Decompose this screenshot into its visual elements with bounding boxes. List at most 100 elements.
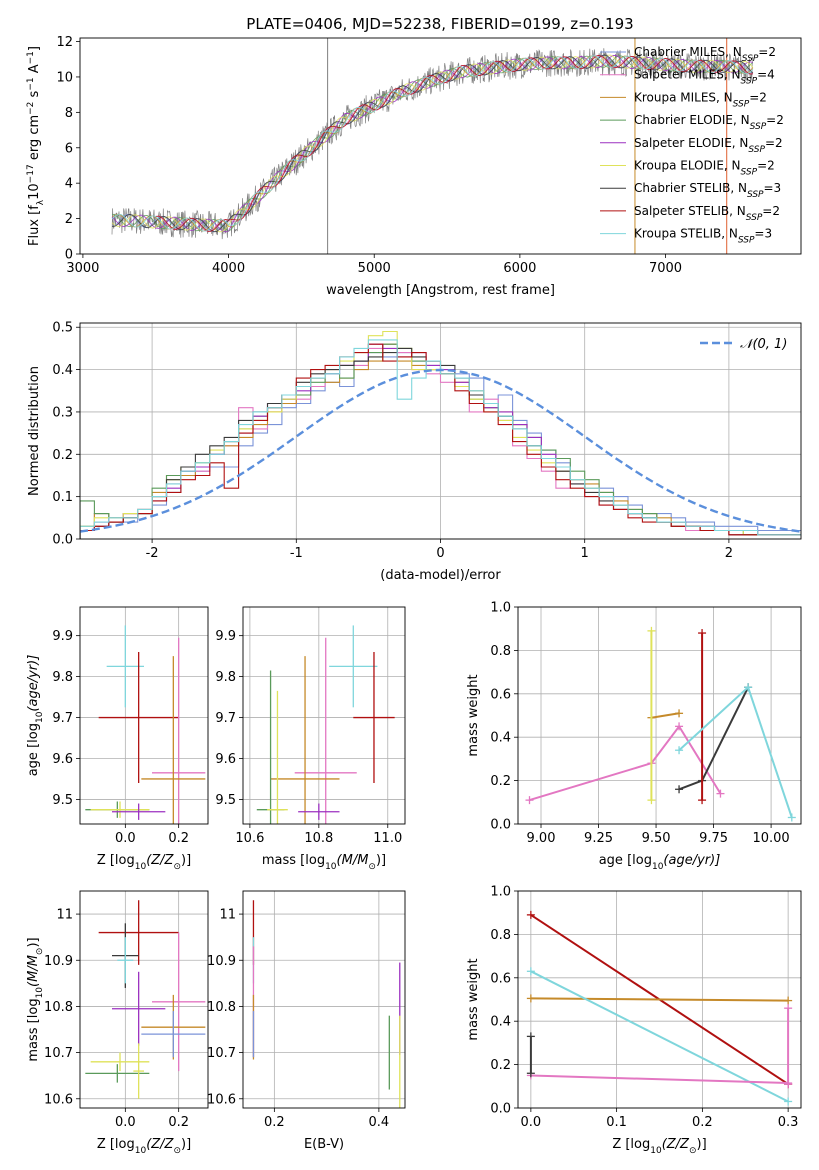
x-tick-label: 4000: [212, 261, 245, 276]
residual-legend: 𝒩(0, 1): [700, 337, 787, 352]
y-tick-label: 0.4: [52, 363, 73, 378]
x-axis-label: age [log10(age/yr)]: [599, 853, 721, 872]
x-axis-label-part: 10: [652, 862, 664, 872]
y-axis-label-part: (age/yr)]: [26, 655, 41, 712]
x-axis-label: Z [log10(Z/Z⊙)]: [97, 853, 191, 872]
x-axis-label: wavelength [Angstrom, rest frame]: [326, 283, 555, 298]
mass-vs-EBV-plot-area: [252, 900, 401, 1108]
y-axis-label-part: 10: [27, 183, 42, 200]
y-tick-label: 9.8: [215, 670, 236, 685]
y-axis-label-part: −1: [26, 77, 36, 90]
x-axis-label-part: mass [log: [262, 853, 325, 868]
x-tick-label: 10.00: [752, 831, 789, 846]
x-axis-label-part: 10: [135, 1146, 147, 1156]
axes-age-vs-Z: 0.0 0.29.59.69.79.89.9Z [log10(Z/Z⊙)]age …: [26, 606, 209, 872]
legend-label: Salpeter ELODIE, NSSP=2: [634, 136, 783, 155]
y-tick-label: 9.7: [52, 711, 73, 726]
y-axis-label-part: age [log: [26, 723, 41, 776]
x-tick-label: 2: [725, 546, 733, 561]
legend-label-part: Kroupa MILES, N: [634, 90, 733, 104]
legend-label: Chabrier STELIB, NSSP=3: [634, 181, 781, 200]
x-axis-label-part: (Z/Z: [146, 1137, 174, 1152]
y-axis-label-part: erg cm: [27, 115, 42, 164]
y-axis-label-part: s: [27, 90, 42, 101]
y-axis-label: Normed distribution: [27, 366, 42, 496]
legend-label: Salpeter MILES, NSSP=4: [634, 68, 775, 87]
x-tick-label: -2: [146, 546, 159, 561]
x-tick-label: 0.3: [778, 1115, 799, 1130]
x-tick-label: 0.2: [692, 1115, 713, 1130]
y-tick-label: 10: [56, 70, 73, 85]
x-axis-label-part: )]: [181, 853, 191, 868]
axes-frame: [517, 606, 802, 825]
x-tick-label: 9.75: [699, 831, 728, 846]
y-tick-label: 10.8: [207, 1000, 236, 1015]
y-tick-label: 0.4: [490, 1015, 511, 1030]
legend-label-part: Chabrier STELIB, N: [634, 181, 747, 195]
axes-frame: [517, 890, 802, 1109]
axes-mass-vs-EBV: 0.2 0.4 10.6 10.7 10.8 10.9 11 E(B-V): [207, 890, 406, 1152]
y-tick-label: 0.0: [52, 533, 73, 548]
weight-line: [529, 724, 722, 802]
y-axis-label-part: A: [27, 64, 42, 77]
y-tick-label: 1.0: [490, 885, 511, 900]
axes-frame: [79, 606, 209, 825]
x-tick-label: 7000: [649, 261, 682, 276]
y-axis-label: age [log10(age/yr)]: [26, 655, 45, 777]
axes-frame: [242, 890, 406, 1109]
model-spectrum-line: [111, 54, 754, 233]
weight-line: [651, 712, 680, 719]
age-vs-Z-plot-area: [85, 625, 206, 824]
x-axis-label-part: Z [log: [97, 853, 135, 868]
mass-vs-Z-plot-area: [85, 900, 206, 1099]
y-tick-label: 4: [65, 177, 73, 192]
x-axis-label-part: )]: [376, 853, 386, 868]
y-tick-label: 9.6: [215, 752, 236, 767]
model-spectrum-line: [111, 54, 754, 233]
x-tick-label: 0.1: [606, 1115, 627, 1130]
x-axis-label-part: ⊙: [173, 1146, 181, 1156]
y-axis-label-part: 10: [35, 711, 45, 723]
y-tick-label: 10.6: [207, 1092, 236, 1107]
legend-label-part: Chabrier MILES, N: [634, 45, 742, 59]
spectrum-plot-area: [111, 38, 754, 254]
y-tick-label: 0.2: [52, 448, 73, 463]
x-axis-label-part: ⊙: [689, 1146, 697, 1156]
y-tick-label: 6: [65, 141, 73, 156]
y-tick-label: 12: [56, 35, 73, 50]
y-tick-label: 10.7: [207, 1046, 236, 1061]
y-axis-label-part: mass weight: [466, 674, 481, 756]
x-axis-label: mass [log10(M/M⊙)]: [262, 853, 386, 872]
y-axis-label-part: mass weight: [466, 958, 481, 1040]
histogram-step: [80, 343, 801, 539]
legend-label-part: Kroupa ELODIE, N: [634, 159, 741, 173]
x-axis-label-part: 10: [650, 1146, 662, 1156]
x-axis-label-part: )]: [181, 1137, 191, 1152]
axes-frame: [79, 890, 209, 1109]
model-spectrum-line: [111, 55, 754, 232]
y-axis-label: mass weight: [466, 674, 481, 756]
figure-title: PLATE=0406, MJD=52238, FIBERID=0199, z=0…: [246, 15, 633, 33]
x-tick-label: 0.0: [115, 1115, 136, 1130]
legend-label-part: SSP: [750, 122, 767, 132]
y-tick-label: 9.9: [215, 629, 236, 644]
y-axis-label-part: ]: [27, 46, 42, 51]
legend-label-part: SSP: [741, 77, 758, 87]
y-tick-label: 10.9: [207, 954, 236, 969]
axes-frame: [79, 322, 802, 540]
x-axis-label: E(B-V): [304, 1137, 344, 1152]
y-axis-label: mass weight: [466, 958, 481, 1040]
x-tick-label: 5000: [358, 261, 391, 276]
x-axis-label-part: (Z/Z: [146, 853, 174, 868]
legend-label-part: =2: [765, 136, 783, 150]
y-axis-label: mass [log10(M/M⊙)]: [26, 937, 45, 1061]
legend-label-part: =2: [766, 113, 784, 127]
y-tick-label: 0.1: [52, 490, 73, 505]
x-tick-label: 1: [581, 546, 589, 561]
y-axis-label-part: −2: [26, 102, 36, 115]
legend-label: Kroupa MILES, NSSP=2: [634, 90, 767, 109]
y-tick-label: 0: [65, 248, 73, 263]
y-tick-label: 9.9: [52, 629, 73, 644]
